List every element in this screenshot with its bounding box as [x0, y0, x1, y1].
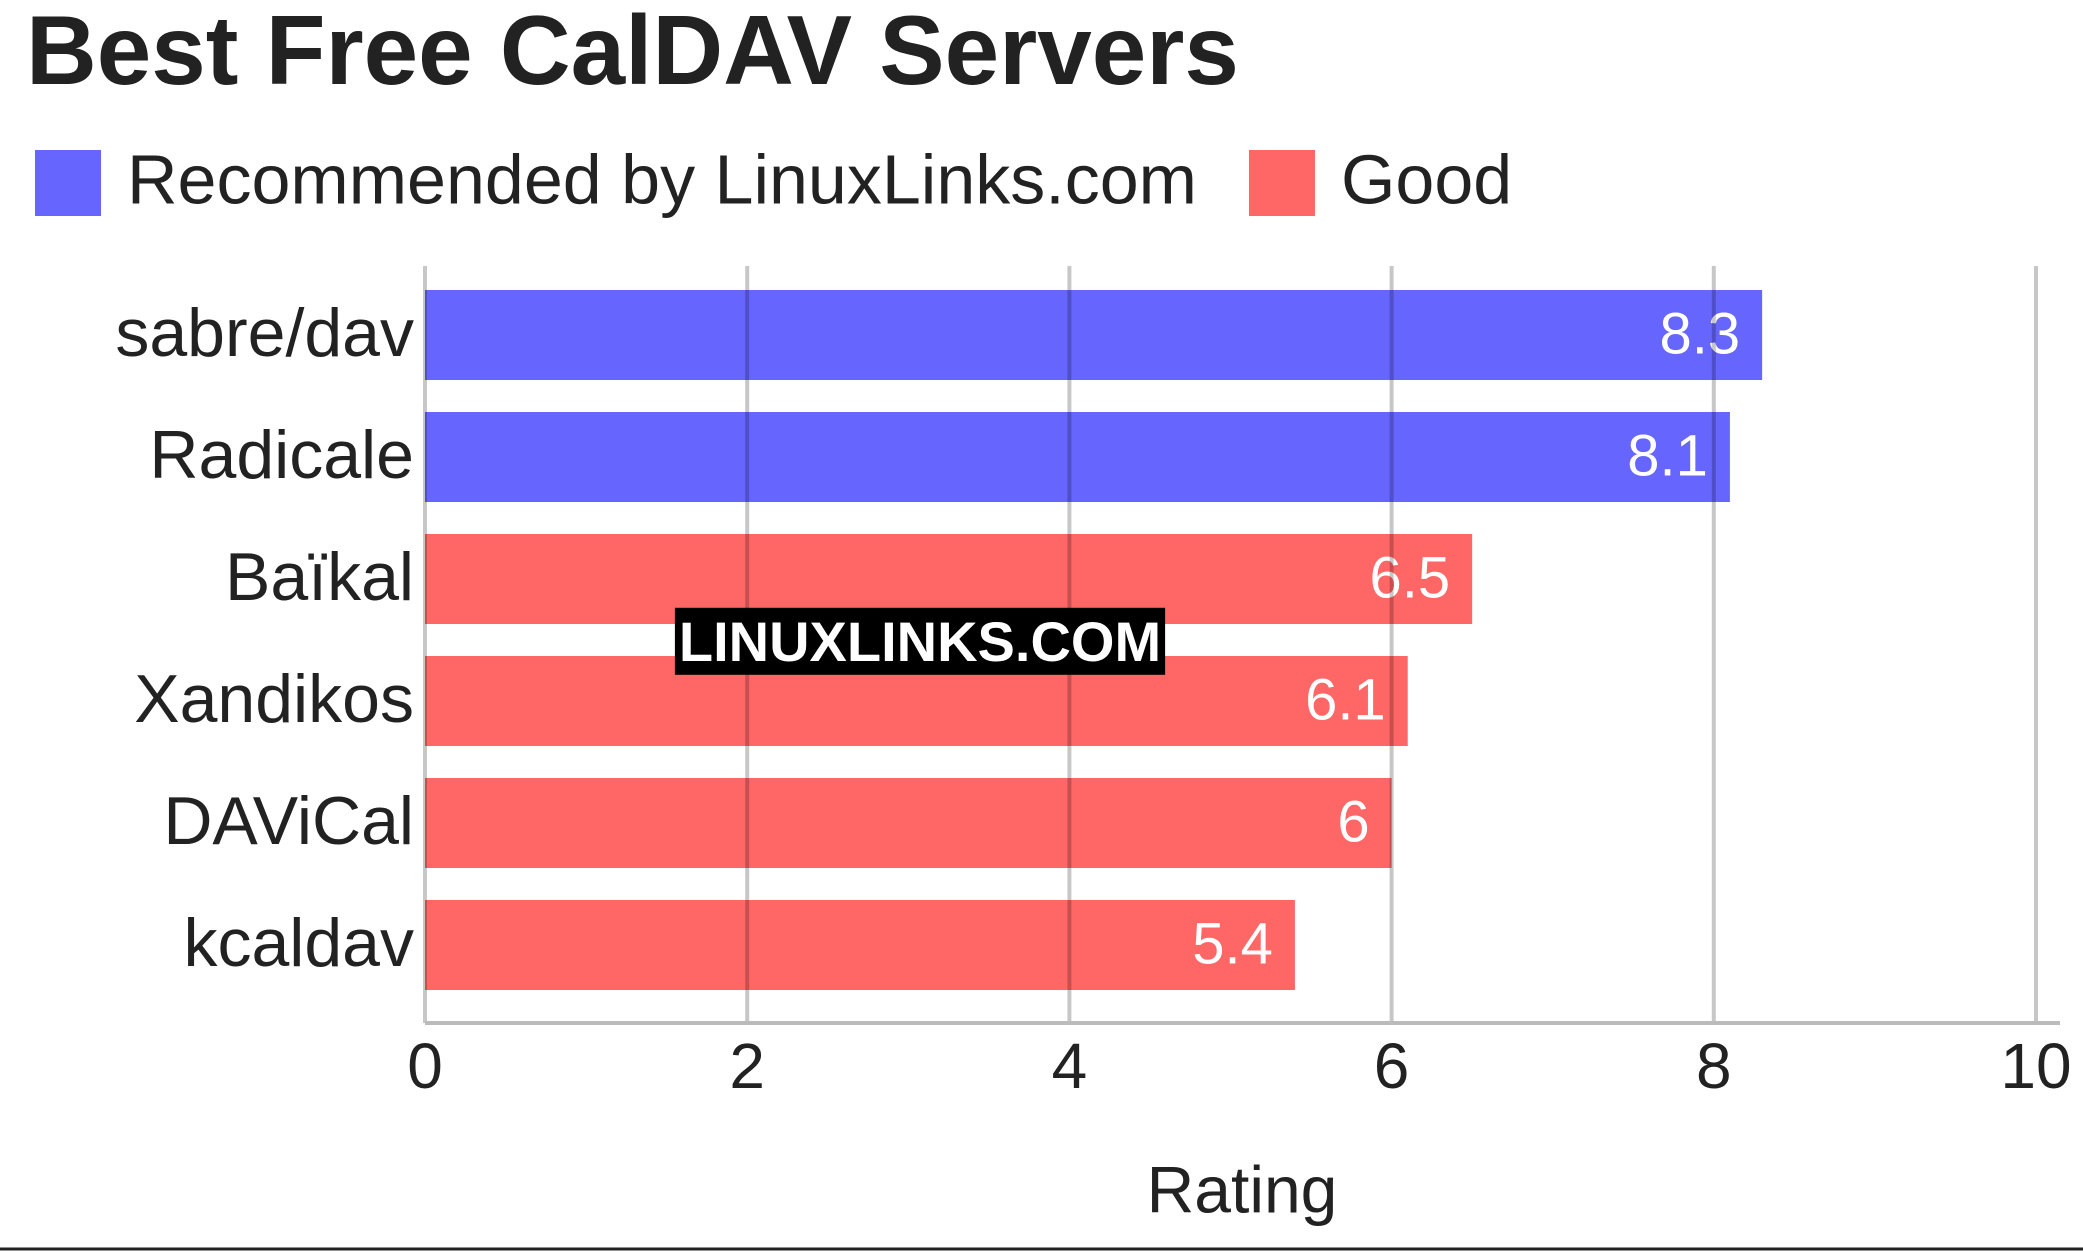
- y-tick-label: DAViCal: [163, 783, 414, 859]
- bar: [425, 290, 1763, 380]
- bar: [425, 778, 1392, 868]
- x-tick-label: 8: [1696, 1030, 1732, 1102]
- y-tick-label: Xandikos: [134, 661, 414, 737]
- x-tick-label: 6: [1374, 1030, 1410, 1102]
- x-tick-label: 0: [407, 1030, 443, 1102]
- y-tick-label: Baïkal: [225, 539, 414, 615]
- watermark-bg: [674, 607, 1166, 675]
- legend-label: Recommended by LinuxLinks.com: [127, 140, 1197, 218]
- data-label: 6: [1337, 789, 1369, 854]
- bar: [425, 900, 1295, 990]
- legend-swatch: [1248, 150, 1315, 216]
- chart-title: Best Free CalDAV Servers: [26, 0, 1239, 105]
- data-label: 5.4: [1192, 911, 1273, 976]
- y-tick-label: kcaldav: [183, 905, 414, 981]
- x-tick-label: 4: [1052, 1030, 1088, 1102]
- x-axis-title: Rating: [1147, 1152, 1338, 1226]
- legend-swatch: [35, 150, 101, 216]
- x-tick-label: 2: [729, 1030, 765, 1102]
- data-label: 6.5: [1370, 545, 1451, 610]
- data-label: 6.1: [1305, 667, 1386, 732]
- bar: [425, 412, 1730, 502]
- x-tick-label: 10: [2000, 1030, 2071, 1102]
- legend-label: Good: [1341, 140, 1512, 218]
- data-label: 8.1: [1627, 423, 1708, 488]
- y-tick-label: sabre/dav: [115, 295, 414, 371]
- data-label: 8.3: [1659, 301, 1740, 366]
- watermark: LINUXLINKS.COM: [679, 610, 1161, 673]
- y-tick-label: Radicale: [149, 417, 414, 493]
